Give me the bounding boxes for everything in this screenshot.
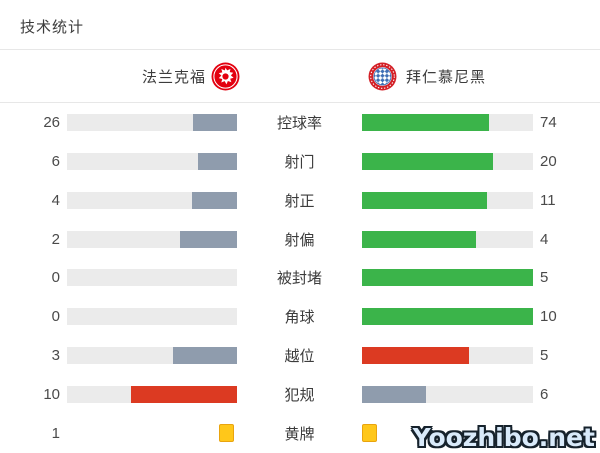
away-bar-track (362, 191, 533, 209)
divider-header (0, 102, 600, 103)
home-bar-fill (197, 152, 237, 170)
stat-label: 越位 (284, 348, 315, 366)
teams-header: 法兰克福 (0, 50, 600, 102)
watermark-logo: Yoozhibo.net (412, 423, 595, 452)
home-value: 1 (51, 424, 60, 442)
away-bar-track (362, 269, 533, 287)
away-value: 4 (540, 230, 549, 248)
home-value: 4 (51, 191, 60, 209)
stat-row: 6 射门 20 (0, 152, 600, 171)
away-bar-fill (362, 308, 533, 326)
away-bar-fill (362, 113, 489, 131)
stat-label: 射门 (284, 153, 315, 171)
stat-label: 被封堵 (276, 270, 322, 288)
away-bar-track (362, 386, 533, 404)
home-value: 3 (51, 347, 60, 365)
away-bar-fill (362, 347, 469, 365)
stat-label: 控球率 (276, 114, 322, 132)
home-bar-fill (173, 347, 237, 365)
yellow-card-icon (219, 424, 234, 443)
page-title: 技术统计 (20, 19, 85, 36)
divider-top (0, 49, 600, 50)
bayern-munich-crest-icon (368, 62, 397, 91)
away-value: 20 (540, 152, 557, 170)
stats-list: 26 控球率 74 6 射门 20 4 射正 (0, 103, 600, 453)
stat-row: 10 犯规 6 (0, 386, 600, 404)
home-bar-fill (191, 191, 237, 209)
away-bar-track (362, 230, 533, 248)
away-bar-fill (362, 386, 427, 404)
stat-row: 2 射偏 4 (0, 230, 600, 249)
team-away: 拜仁慕尼黑 (300, 62, 600, 91)
stat-label: 射正 (284, 192, 315, 210)
away-bar-track (362, 152, 533, 170)
team-away-name: 拜仁慕尼黑 (406, 68, 487, 86)
home-value: 10 (43, 386, 60, 404)
home-bar-fill (180, 230, 237, 248)
stat-label: 射偏 (284, 231, 315, 249)
away-value: 5 (540, 269, 549, 287)
home-bar-track (67, 347, 237, 365)
away-value: 5 (540, 347, 549, 365)
away-bar-fill (362, 230, 477, 248)
home-bar-track (67, 113, 237, 131)
away-bar-track (362, 424, 533, 443)
stat-row: 3 越位 5 (0, 347, 600, 365)
home-value: 6 (51, 152, 60, 170)
home-value: 0 (51, 308, 60, 326)
away-bar-track (362, 308, 533, 326)
stat-row: 26 控球率 74 (0, 113, 600, 132)
away-value: 11 (540, 191, 556, 209)
home-value: 2 (51, 230, 60, 248)
home-bar-track (67, 424, 237, 443)
stat-row: 1 黄牌 (0, 424, 600, 443)
home-bar-track (67, 191, 237, 209)
stat-row: 0 角球 10 (0, 308, 600, 326)
away-value: 10 (540, 308, 557, 326)
home-bar-track (67, 152, 237, 170)
away-bar-track (362, 113, 533, 131)
away-bar-fill (362, 191, 488, 209)
stat-label: 角球 (284, 309, 315, 327)
home-bar-track (67, 230, 237, 248)
home-bar-track (67, 386, 237, 404)
stat-row: 4 射正 11 (0, 191, 600, 210)
home-value: 26 (43, 113, 60, 131)
home-yellow-cards (219, 424, 234, 443)
away-value: 74 (540, 113, 557, 131)
stat-label: 黄牌 (284, 425, 315, 443)
away-value: 6 (540, 386, 549, 404)
home-bar-fill (130, 386, 237, 404)
eintracht-frankfurt-crest-icon (211, 62, 240, 91)
stat-label: 犯规 (284, 387, 315, 405)
team-home-name: 法兰克福 (141, 68, 206, 86)
away-bar-fill (362, 152, 494, 170)
away-bar-track (362, 347, 533, 365)
home-bar-track (67, 308, 237, 326)
home-value: 0 (51, 269, 60, 287)
home-bar-track (67, 269, 237, 287)
away-bar-fill (362, 269, 533, 287)
team-home: 法兰克福 (0, 62, 300, 91)
yellow-card-icon (362, 424, 377, 443)
home-bar-fill (192, 113, 237, 131)
away-yellow-cards (362, 424, 377, 443)
stat-row: 0 被封堵 5 (0, 269, 600, 287)
